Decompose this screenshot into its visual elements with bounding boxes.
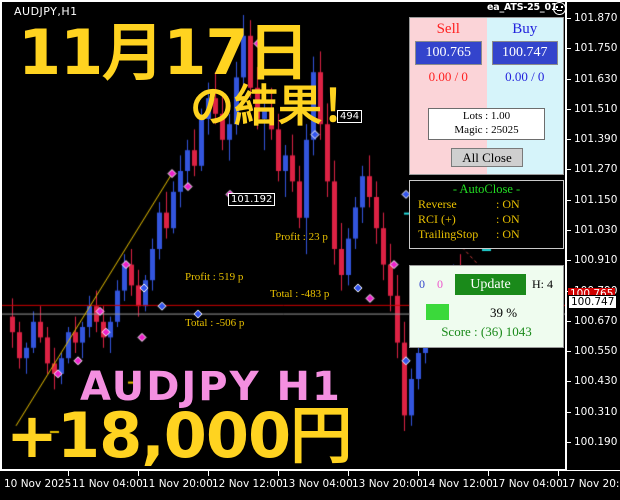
time-tick [68, 471, 69, 476]
all-close-button[interactable]: All Close [451, 148, 523, 167]
time-tick-label: 17 Nov 04:00 [492, 478, 563, 490]
time-tick-label: 17 Nov 20:00 [562, 478, 620, 490]
time-axis[interactable]: 10 Nov 2025 11 Nov 04:00 11 Nov 20:00 12 No… [0, 471, 620, 500]
time-tick-label: 13 Nov 04:00 [282, 478, 353, 490]
autoclose-key: Reverse [418, 197, 457, 211]
buy-price-button[interactable]: 100.747 [491, 41, 558, 65]
time-tick-label: 13 Nov 20:00 [352, 478, 423, 490]
symbol-label: AUDJPY,H1 [14, 5, 78, 18]
time-tick [208, 471, 209, 476]
sell-label: Sell [436, 21, 460, 37]
price-tag: 494 [337, 110, 363, 123]
time-tick [488, 471, 489, 476]
autoclose-key: TrailingStop [418, 227, 479, 241]
price-tick-label: 101.390 [574, 133, 618, 146]
price-tick-label: 100.190 [574, 436, 618, 448]
time-tick [278, 471, 279, 476]
sell-price-button[interactable]: 100.765 [415, 41, 482, 65]
current-price-marker: 100.747 [568, 294, 618, 309]
overlay-amount: +18,000円 [6, 399, 352, 472]
price-tick [567, 78, 571, 80]
autoclose-value: : ON [496, 197, 520, 211]
smiley-face-icon [553, 2, 566, 15]
sell-pl: 0.00 / 0 [428, 69, 468, 84]
price-tick [567, 169, 571, 171]
price-tag: 101.192 [228, 193, 276, 206]
price-tick-label: 101.510 [574, 102, 618, 115]
frame-top [0, 0, 620, 2]
time-tick [138, 471, 139, 476]
h-value: H: 4 [532, 277, 553, 291]
buy-label: Buy [512, 21, 538, 37]
price-tick-label: 100.310 [574, 405, 618, 418]
price-tick-label: 101.030 [574, 224, 618, 236]
price-tick [567, 18, 571, 19]
autoclose-value: : ON [496, 212, 520, 226]
time-tick [418, 471, 419, 476]
frame-right [565, 0, 567, 471]
count-pink: 0 [437, 277, 443, 291]
progress-bar-fill [426, 304, 450, 320]
price-tick [567, 199, 571, 201]
price-tick-label: 101.630 [574, 72, 618, 85]
time-tick-label: 11 Nov 20:00 [142, 478, 213, 490]
price-tick [567, 351, 571, 353]
time-tick-label: 14 Nov 12:00 [422, 478, 493, 490]
price-tick-label: 101.150 [574, 193, 618, 206]
time-tick-label: 11 Nov 04:00 [72, 478, 143, 490]
price-tick-label: 100.550 [574, 345, 618, 358]
profit-label: Profit : 519 p [185, 271, 244, 283]
frame-left [0, 0, 2, 471]
buy-pl: 0.00 / 0 [505, 69, 545, 84]
autoclose-row[interactable]: Reverse : ON [410, 197, 563, 212]
overlay-pair: AUDJPY H1 [80, 364, 342, 410]
autoclose-key: RCI (+) [418, 212, 456, 226]
price-tick [567, 230, 571, 231]
price-tick [567, 411, 571, 413]
autoclose-panel: - AutoClose - Reverse: ON RCI (+): ON Trai… [409, 180, 564, 249]
overlay-date-line2: の結果！ [190, 81, 366, 132]
profit-label: Total : -483 p [270, 288, 330, 300]
time-tick [558, 471, 559, 476]
lots-magic-box: Lots : 1.00 Magic : 25025 [428, 108, 545, 140]
score-panel: 0 0 Update H: 4 39 % Score : (36) 1043 [409, 265, 564, 348]
time-tick [348, 471, 349, 476]
progress-bar [426, 304, 486, 320]
autoclose-row[interactable]: TrailingStop : ON [410, 227, 563, 242]
price-tick [567, 260, 571, 262]
score-value: Score : (36) 1043 [441, 324, 532, 339]
update-row: 0 0 Update H: 4 [410, 274, 563, 296]
autoclose-row[interactable]: RCI (+) : ON [410, 212, 563, 227]
autoclose-title: - AutoClose - [452, 182, 521, 196]
price-tick [567, 108, 571, 110]
count-blue: 0 [419, 277, 425, 291]
profit-label: Profit : 23 p [275, 231, 328, 243]
time-tick-label: 10 Nov 2025 [4, 478, 72, 490]
autoclose-value: : ON [496, 227, 520, 241]
price-tick-label: 100.910 [574, 254, 618, 267]
price-tick [567, 48, 571, 50]
price-tick-label: 100.430 [574, 375, 618, 388]
price-tick-label: 101.870 [574, 12, 618, 24]
price-tick-label: 101.270 [574, 163, 618, 176]
lots-value: Lots : 1.00 [462, 110, 511, 122]
price-axis[interactable]: 101.870 101.750 101.630 101.510 101.390 101.2… [567, 2, 620, 470]
price-tick [567, 320, 571, 322]
price-tick-label: 100.670 [574, 314, 618, 327]
autoclose-rows: Reverse : ON RCI (+) : ON TrailingStop : ON [410, 197, 563, 242]
price-tick-label: 101.750 [574, 42, 618, 55]
ea-name-label: ea_ATS-25_01 [487, 2, 558, 13]
update-button[interactable]: Update [455, 274, 526, 295]
frame-bottom [0, 469, 620, 471]
price-tick [567, 442, 571, 443]
time-tick-label: 12 Nov 12:00 [212, 478, 283, 490]
price-tick [567, 139, 571, 141]
progress-percent: 39 % [490, 305, 518, 320]
profit-label: Total : -506 p [185, 317, 245, 329]
magic-value: Magic : 25025 [454, 123, 519, 136]
overlay-date-line1: 11月17日 [18, 16, 310, 89]
price-tick [567, 381, 571, 383]
